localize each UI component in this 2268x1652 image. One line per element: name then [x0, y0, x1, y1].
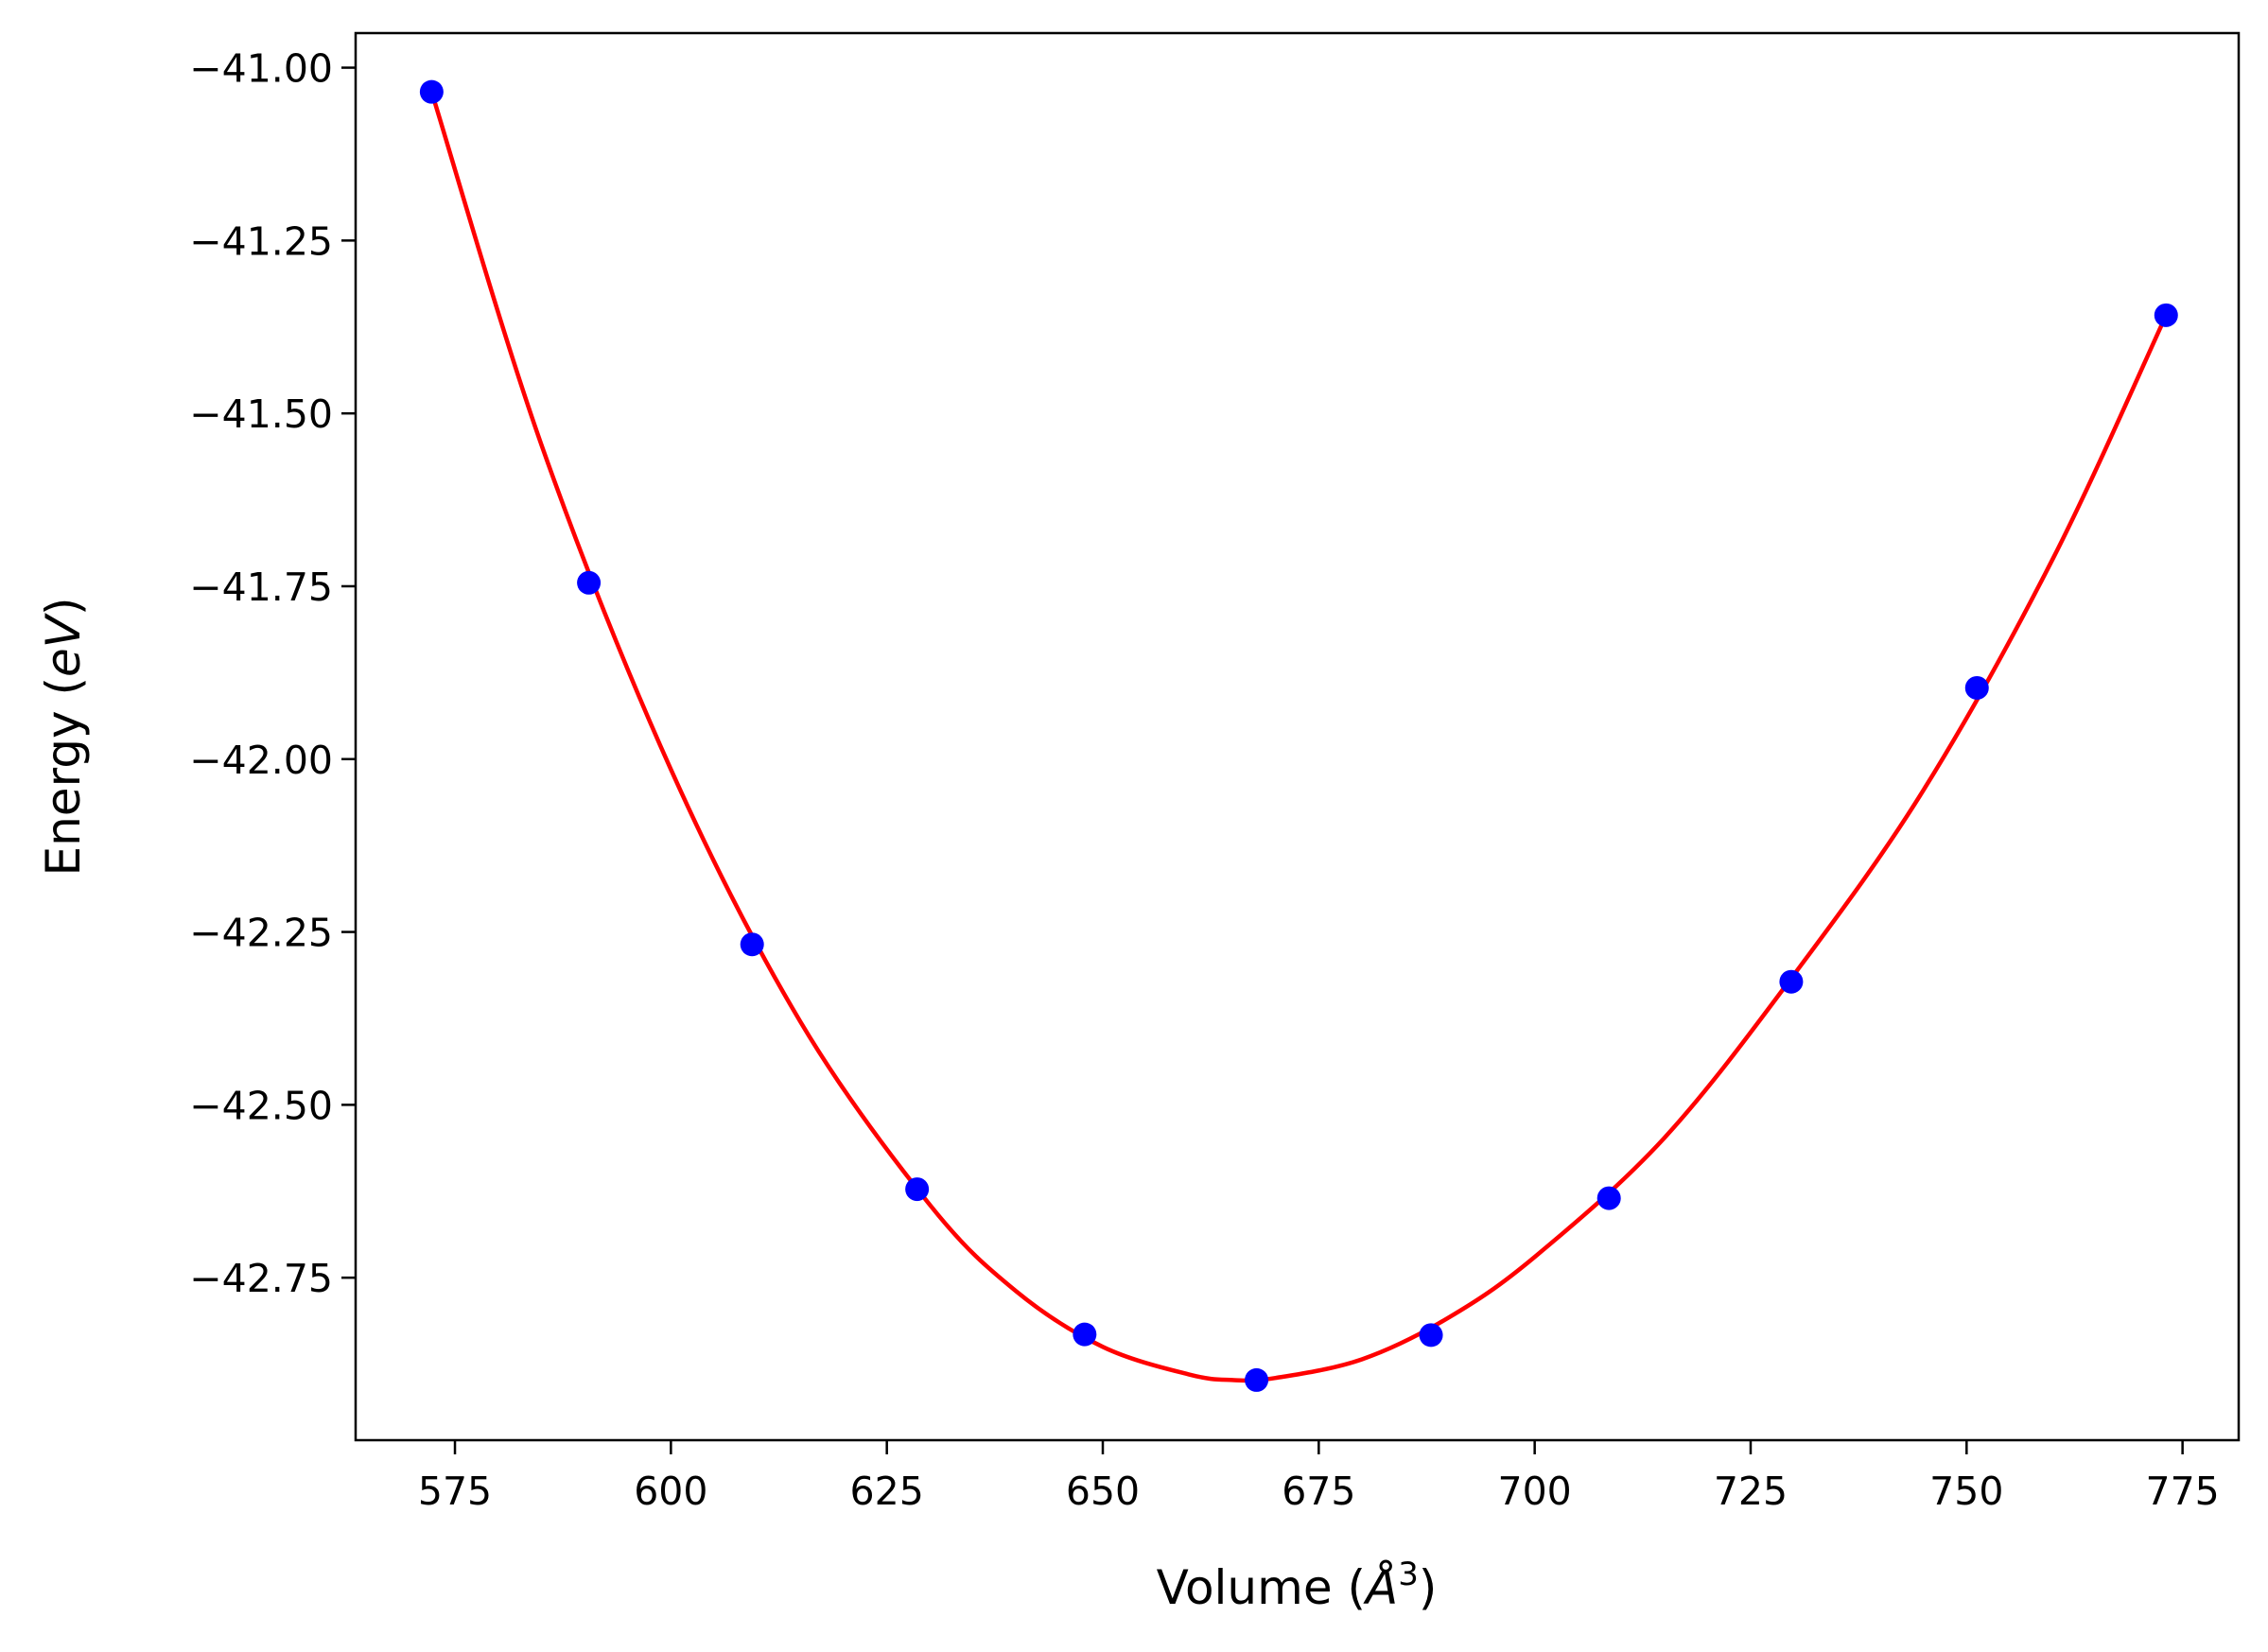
x-tick-label: 750	[1929, 1469, 2003, 1514]
x-tick-label: 725	[1714, 1469, 1788, 1514]
data-point	[1779, 969, 1804, 994]
data-point	[419, 79, 444, 104]
y-ticks: −41.00 −41.25 −41.50 −41.75 −42.00 −42.25 −42.…	[189, 46, 356, 1301]
x-axis-label: Volume (Å3)	[1157, 1556, 1438, 1615]
y-tick-label: −41.50	[189, 391, 333, 437]
y-axis-label: Energy (eV)	[36, 598, 91, 877]
y-tick-label: −42.75	[189, 1256, 333, 1301]
plot-frame	[354, 31, 2241, 1442]
data-point	[1419, 1323, 1443, 1348]
data-points-layer	[419, 79, 2178, 1392]
data-point	[905, 1177, 930, 1202]
y-tick-label: −42.50	[189, 1083, 333, 1128]
x-tick-label: 575	[418, 1469, 492, 1514]
x-tick-label: 600	[634, 1469, 707, 1514]
data-point	[1596, 1186, 1621, 1210]
x-tick-label: 700	[1498, 1469, 1572, 1514]
x-tick-label: 625	[850, 1469, 924, 1514]
data-point	[1964, 675, 1989, 700]
y-tick-label: −42.25	[189, 911, 333, 956]
data-point	[1245, 1367, 1269, 1392]
x-tick-label: 675	[1282, 1469, 1355, 1514]
data-point	[740, 932, 764, 957]
x-ticks: 575 600 625 650 675 700 725 750 775	[418, 1440, 2220, 1514]
data-point	[577, 570, 602, 595]
x-tick-label: 775	[2146, 1469, 2220, 1514]
data-point	[2154, 303, 2178, 327]
x-tick-label: 650	[1066, 1469, 1140, 1514]
y-tick-label: −41.00	[189, 46, 333, 92]
y-tick-label: −41.25	[189, 218, 333, 264]
fit-curve-line	[429, 91, 2169, 1383]
y-tick-label: −41.75	[189, 565, 333, 610]
data-point	[1073, 1322, 1097, 1347]
y-tick-label: −42.00	[189, 738, 333, 783]
fit-curve-layer	[429, 91, 2169, 1383]
plot-background	[356, 33, 2239, 1440]
